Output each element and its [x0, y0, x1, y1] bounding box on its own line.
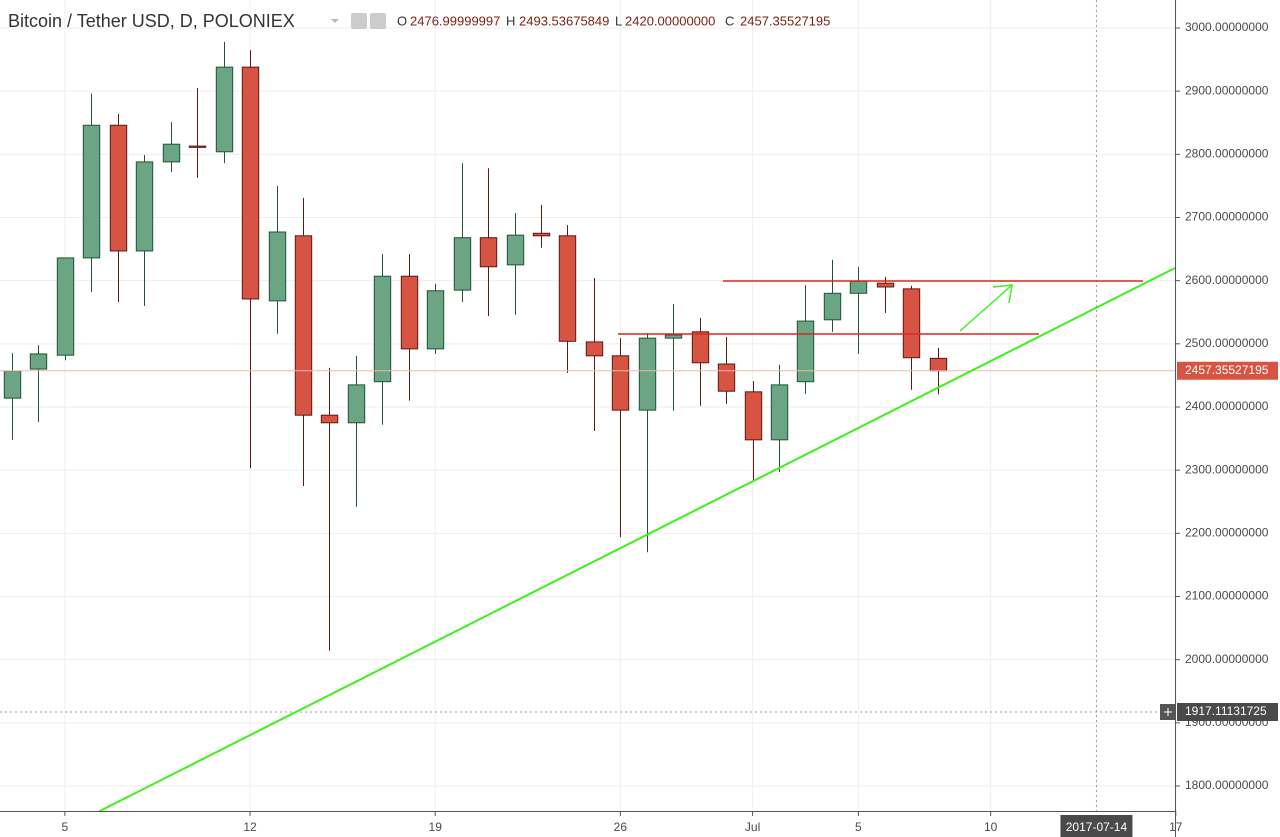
x-tick-label: 5	[62, 820, 69, 834]
candle-body	[691, 331, 710, 364]
arrow	[959, 284, 1013, 332]
ohlc-value: 2493.53675849	[519, 13, 609, 28]
y-tick-label: 2500.00000000	[1185, 336, 1269, 350]
ohlc-value: 2476.99999997	[410, 13, 500, 28]
ohlc-value: 2420.00000000	[625, 13, 715, 28]
x-tick-label: 26	[614, 820, 628, 834]
y-tick-label: 2200.00000000	[1185, 525, 1269, 539]
candle-body	[479, 237, 498, 268]
candle-body	[162, 143, 181, 163]
plot-area	[0, 0, 1175, 811]
crosshair-date-label: 2017-07-14	[1066, 820, 1128, 834]
candle-body	[453, 237, 472, 291]
candle-body	[638, 337, 657, 411]
candle-body	[109, 124, 128, 252]
candle-body	[215, 66, 234, 153]
candle-body	[347, 384, 366, 424]
candle-body	[56, 257, 75, 356]
y-tick-label: 2000.00000000	[1185, 652, 1269, 666]
y-tick-label: 3000.00000000	[1185, 20, 1269, 34]
candle-body	[744, 391, 763, 441]
candle-body	[796, 320, 815, 383]
crosshair-price-label: 1917.11131725	[1185, 704, 1267, 718]
y-tick-label: 2700.00000000	[1185, 210, 1269, 224]
x-tick-label: 5	[855, 820, 862, 834]
candle-body	[188, 145, 207, 148]
candle-body	[902, 288, 921, 359]
candle-body	[3, 370, 22, 399]
candle-body	[373, 275, 392, 383]
y-tick-label: 2600.00000000	[1185, 273, 1269, 287]
legend-header: Bitcoin / Tether USD, D, POLONIEX O 2476…	[8, 11, 830, 31]
grid	[0, 0, 1177, 811]
x-tick-label: Jul	[745, 820, 760, 834]
x-tick-label: 10	[984, 820, 998, 834]
ohlc-label: L	[615, 13, 622, 28]
axes: 1800.000000001900.000000002000.000000002…	[62, 20, 1278, 837]
candle-body	[268, 231, 287, 302]
y-tick-label: 2800.00000000	[1185, 146, 1269, 160]
ohlc-label: H	[506, 13, 515, 28]
x-tick-label: 19	[429, 820, 443, 834]
candle-body	[82, 124, 101, 259]
x-tick-label: 12	[243, 820, 257, 834]
y-tick-label: 2100.00000000	[1185, 589, 1269, 603]
symbol: Bitcoin / Tether USD, D, POLONIEX	[8, 11, 295, 31]
candle-body	[558, 235, 577, 342]
candle-body	[929, 357, 948, 372]
candle-body	[823, 292, 842, 321]
candle-body	[585, 341, 604, 357]
y-tick-label: 2400.00000000	[1185, 399, 1269, 413]
last-price-box	[1177, 361, 1278, 380]
x-tick-label: 17	[1169, 820, 1183, 834]
ohlc-label: O	[397, 13, 407, 28]
drawings	[97, 267, 1175, 811]
settings-icon[interactable]	[370, 13, 386, 29]
dropdown-icon[interactable]	[331, 19, 339, 23]
last-price-label: 2457.35527195	[1185, 363, 1269, 377]
settings-icon[interactable]	[351, 13, 367, 29]
ohlc-value: 2457.35527195	[740, 13, 830, 28]
candle-body	[611, 355, 630, 411]
plus-icon	[1164, 708, 1172, 717]
candle-body	[770, 384, 789, 441]
arrow-head	[992, 284, 1013, 304]
candle-body	[717, 363, 736, 392]
candle-body	[506, 234, 525, 266]
ohlc-label: C	[725, 13, 734, 28]
y-tick-label: 1800.00000000	[1185, 778, 1269, 792]
candle-body	[876, 282, 895, 288]
candle-body	[849, 280, 868, 294]
y-tick-label: 2300.00000000	[1185, 462, 1269, 476]
candle-body	[135, 161, 154, 252]
y-tick-label: 2900.00000000	[1185, 83, 1269, 97]
candle-body	[294, 235, 313, 416]
candle-body	[426, 290, 445, 350]
crosshair-date-box	[1060, 815, 1133, 837]
crosshair-price-box	[1177, 703, 1278, 722]
candle-body	[320, 414, 339, 424]
trend-line	[97, 267, 1175, 811]
candle-body	[29, 353, 48, 370]
candle-body	[532, 232, 551, 237]
candle-body	[400, 275, 419, 350]
candle-body	[664, 334, 683, 339]
candle-body	[241, 66, 260, 300]
